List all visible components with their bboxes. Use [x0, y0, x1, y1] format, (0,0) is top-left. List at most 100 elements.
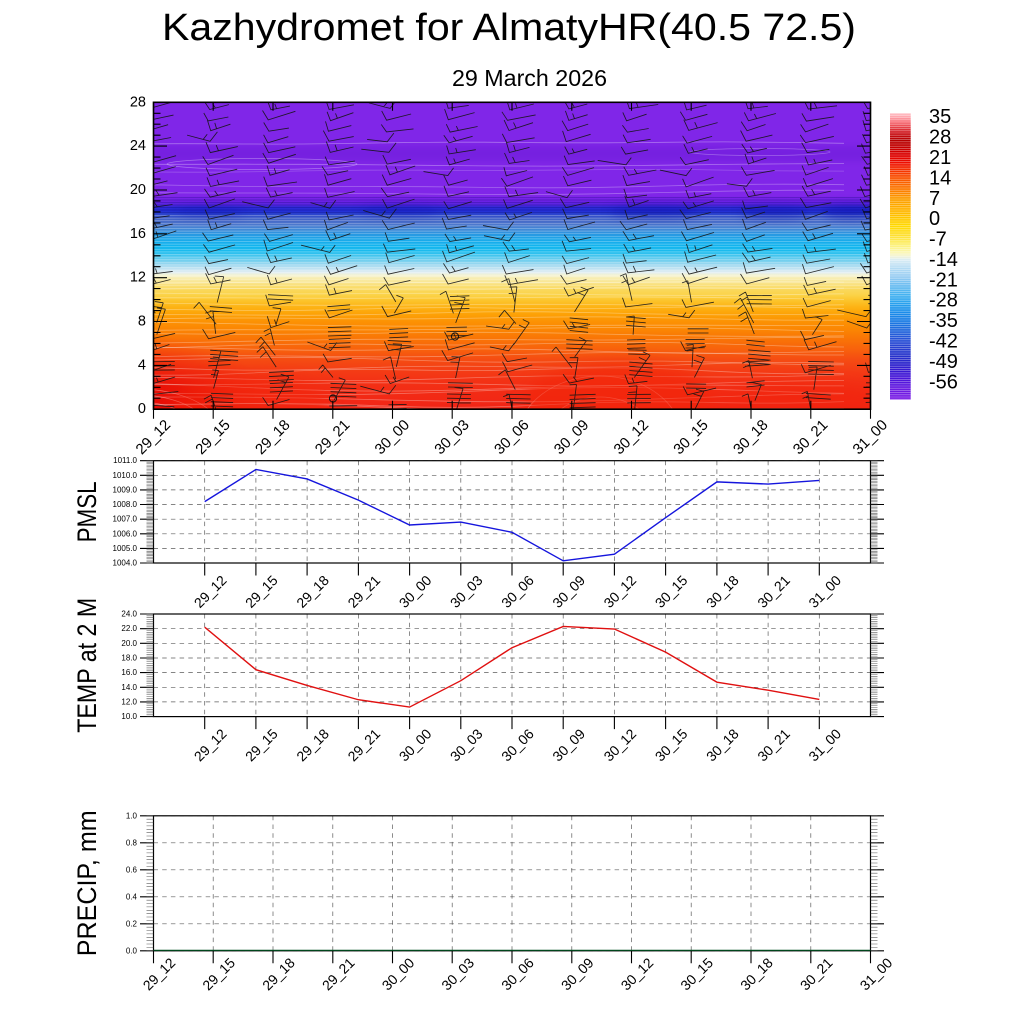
svg-text:18.0: 18.0 — [121, 654, 137, 663]
svg-text:30_15: 30_15 — [670, 417, 712, 459]
svg-text:0.8: 0.8 — [126, 838, 138, 847]
svg-text:1010.0: 1010.0 — [113, 471, 138, 480]
svg-text:30_06: 30_06 — [498, 572, 537, 611]
svg-text:29_15: 29_15 — [242, 572, 281, 611]
svg-text:29 March 2026: 29 March 2026 — [452, 65, 607, 91]
svg-text:20.0: 20.0 — [121, 639, 137, 648]
svg-text:29_21: 29_21 — [312, 417, 354, 459]
svg-text:-56: -56 — [929, 371, 958, 393]
svg-text:1011.0: 1011.0 — [113, 456, 137, 465]
svg-text:30_00: 30_00 — [396, 725, 435, 764]
svg-text:-42: -42 — [929, 331, 958, 353]
svg-text:30_06: 30_06 — [498, 954, 537, 993]
svg-text:29_21: 29_21 — [344, 572, 383, 611]
svg-text:1008.0: 1008.0 — [113, 500, 138, 509]
svg-text:Kazhydromet for AlmatyHR(40.5: Kazhydromet for AlmatyHR(40.5 72.5) — [162, 7, 856, 49]
svg-text:28: 28 — [130, 94, 146, 110]
svg-text:29_12: 29_12 — [140, 954, 179, 993]
svg-text:30_15: 30_15 — [652, 572, 691, 611]
svg-text:29_12: 29_12 — [191, 572, 230, 611]
svg-text:PRECIP, mm: PRECIP, mm — [72, 810, 102, 956]
svg-text:1007.0: 1007.0 — [113, 515, 138, 524]
svg-text:29_18: 29_18 — [252, 417, 294, 459]
svg-text:31_00: 31_00 — [805, 572, 844, 611]
svg-text:30_18: 30_18 — [703, 725, 742, 764]
svg-text:30_18: 30_18 — [737, 954, 776, 993]
svg-text:30_21: 30_21 — [754, 572, 793, 611]
svg-text:1005.0: 1005.0 — [113, 544, 138, 553]
svg-text:29_12: 29_12 — [191, 725, 230, 764]
svg-text:29_15: 29_15 — [199, 954, 238, 993]
svg-text:30_09: 30_09 — [551, 417, 593, 459]
svg-text:-35: -35 — [929, 310, 958, 332]
svg-text:24.0: 24.0 — [121, 610, 137, 619]
svg-text:-28: -28 — [929, 290, 958, 312]
svg-text:30_12: 30_12 — [618, 954, 657, 993]
svg-text:-49: -49 — [929, 351, 958, 373]
svg-text:29_15: 29_15 — [192, 417, 234, 459]
svg-text:-14: -14 — [929, 249, 958, 271]
svg-text:1006.0: 1006.0 — [113, 529, 138, 538]
svg-text:30_00: 30_00 — [372, 417, 414, 459]
svg-text:21: 21 — [929, 147, 951, 169]
svg-text:30_00: 30_00 — [379, 954, 418, 993]
svg-text:14: 14 — [929, 167, 951, 189]
svg-text:30_18: 30_18 — [703, 572, 742, 611]
svg-text:16.0: 16.0 — [121, 668, 137, 677]
svg-text:30_00: 30_00 — [396, 572, 435, 611]
svg-text:0.0: 0.0 — [126, 946, 138, 955]
svg-text:0: 0 — [138, 401, 146, 417]
svg-text:30_03: 30_03 — [447, 572, 486, 611]
svg-text:12: 12 — [130, 270, 146, 286]
svg-text:35: 35 — [929, 106, 951, 128]
svg-text:22.0: 22.0 — [121, 624, 137, 633]
svg-text:31_00: 31_00 — [850, 417, 892, 459]
svg-text:30_09: 30_09 — [558, 954, 597, 993]
svg-text:29_18: 29_18 — [259, 954, 298, 993]
svg-text:30_21: 30_21 — [797, 954, 836, 993]
svg-text:16: 16 — [130, 226, 146, 242]
svg-text:30_09: 30_09 — [549, 572, 588, 611]
svg-text:29_15: 29_15 — [242, 725, 281, 764]
svg-text:4: 4 — [138, 357, 146, 373]
svg-text:30_03: 30_03 — [438, 954, 477, 993]
svg-text:14.0: 14.0 — [121, 683, 137, 692]
svg-text:30_12: 30_12 — [600, 572, 639, 611]
svg-text:0.4: 0.4 — [126, 892, 138, 901]
svg-text:12.0: 12.0 — [121, 697, 137, 706]
svg-text:24: 24 — [130, 138, 146, 154]
svg-text:30_18: 30_18 — [730, 417, 772, 459]
svg-text:-21: -21 — [929, 269, 958, 291]
svg-text:29_21: 29_21 — [344, 725, 383, 764]
svg-text:0.2: 0.2 — [126, 919, 138, 928]
svg-text:1004.0: 1004.0 — [113, 559, 138, 568]
svg-text:28: 28 — [929, 127, 951, 149]
svg-text:7: 7 — [929, 188, 940, 210]
svg-text:30_21: 30_21 — [790, 417, 832, 459]
svg-text:10.0: 10.0 — [121, 712, 137, 721]
svg-text:-7: -7 — [929, 229, 947, 251]
svg-text:30_21: 30_21 — [754, 725, 793, 764]
svg-text:29_21: 29_21 — [319, 954, 358, 993]
svg-text:30_06: 30_06 — [498, 725, 537, 764]
svg-text:30_15: 30_15 — [652, 725, 691, 764]
svg-text:29_12: 29_12 — [133, 417, 175, 459]
svg-text:30_15: 30_15 — [677, 954, 716, 993]
svg-text:30_03: 30_03 — [431, 417, 473, 459]
svg-text:1009.0: 1009.0 — [113, 485, 138, 494]
svg-text:29_18: 29_18 — [293, 572, 332, 611]
svg-text:30_03: 30_03 — [447, 725, 486, 764]
svg-text:31_00: 31_00 — [857, 954, 896, 993]
svg-text:PMSL: PMSL — [72, 481, 102, 542]
svg-text:20: 20 — [130, 182, 146, 198]
svg-text:0.6: 0.6 — [126, 865, 138, 874]
svg-text:30_09: 30_09 — [549, 725, 588, 764]
svg-text:30_06: 30_06 — [491, 417, 533, 459]
svg-text:0: 0 — [929, 208, 940, 230]
svg-text:30_12: 30_12 — [611, 417, 653, 459]
svg-text:29_18: 29_18 — [293, 725, 332, 764]
svg-text:8: 8 — [138, 314, 146, 330]
svg-text:30_12: 30_12 — [600, 725, 639, 764]
svg-text:TEMP at 2 M: TEMP at 2 M — [72, 598, 102, 733]
svg-text:1.0: 1.0 — [126, 811, 138, 820]
